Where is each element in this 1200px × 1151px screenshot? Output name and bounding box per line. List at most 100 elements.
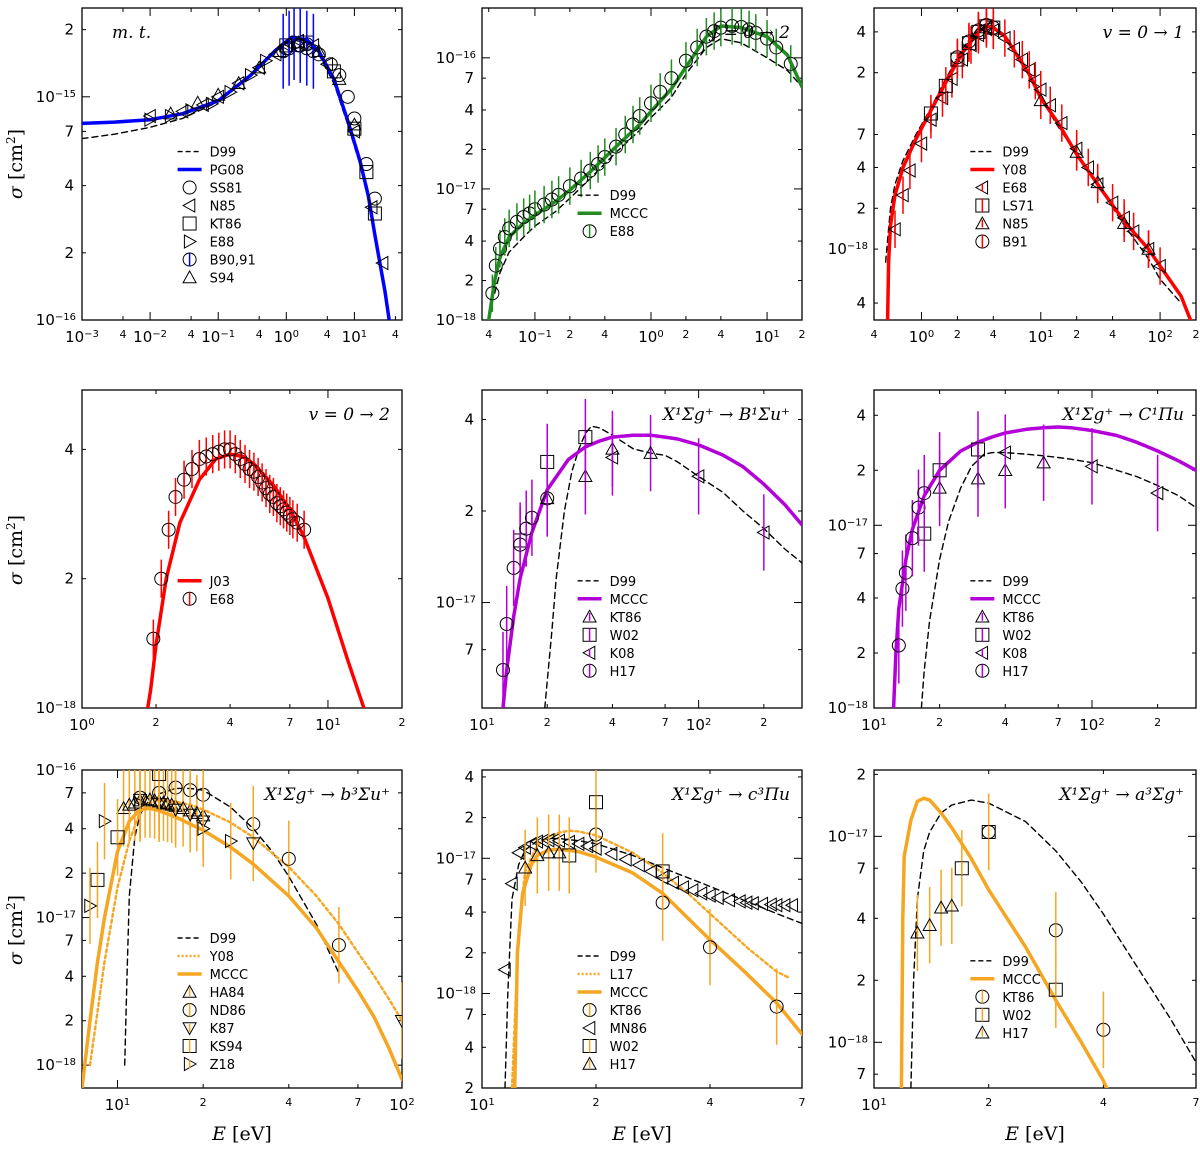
- point-kt86: [702, 940, 717, 955]
- legend-label: KT86: [610, 611, 642, 626]
- point-ha84: [121, 797, 137, 811]
- legend-marker: [975, 1007, 990, 1022]
- point-e88: [783, 56, 798, 71]
- series-line-d99: [910, 799, 1196, 1088]
- legend-label: Y08: [209, 950, 234, 965]
- point-mn86: [571, 836, 585, 852]
- legend-label: LS71: [1002, 200, 1034, 215]
- point-e68: [146, 631, 161, 646]
- point-kt86: [367, 206, 382, 221]
- x-tick-label: 101: [469, 716, 494, 734]
- legend: D99 Y08 E68 LS71 N85 B91: [970, 146, 1034, 251]
- legend-label: KT86: [1002, 991, 1034, 1006]
- legend-marker: [182, 591, 197, 606]
- point-h17: [911, 500, 926, 515]
- point-e88: [653, 84, 668, 99]
- legend-label: D99: [1002, 575, 1029, 590]
- legend-label: W02: [1002, 1009, 1031, 1024]
- y-tick-label: 10−15: [36, 88, 76, 106]
- x-axis-label: E [eV]: [611, 1123, 672, 1145]
- legend-marker: [182, 1022, 197, 1036]
- legend-label: KT86: [210, 218, 242, 233]
- y-minor-label: 4: [64, 820, 74, 838]
- point-k87: [168, 803, 183, 818]
- legend-label: SS81: [210, 182, 243, 197]
- point-e68: [177, 472, 192, 487]
- y-minor-label: 4: [856, 589, 866, 607]
- legend-marker: [582, 224, 597, 239]
- legend-label: Y08: [1001, 164, 1026, 179]
- y-minor-label: 4: [856, 294, 866, 312]
- point-w02: [981, 824, 996, 839]
- point-e88: [597, 150, 612, 165]
- legend: D99 MCCC KT86 W02 K08 H17: [970, 575, 1041, 680]
- x-minor-label: 2: [799, 328, 806, 341]
- legend-label: K87: [210, 1022, 235, 1037]
- legend: D99 MCCC E88: [577, 189, 648, 240]
- point-w02: [578, 430, 593, 445]
- point-e88: [574, 171, 589, 186]
- x-tick-label: 101: [342, 328, 367, 346]
- x-minor-label: 4: [706, 1096, 713, 1109]
- y-tick-label: 10−17: [436, 594, 476, 612]
- legend-marker: [582, 1039, 597, 1053]
- y-tick-label: 10−16: [36, 311, 76, 329]
- y-minor-label: 4: [464, 1038, 474, 1056]
- plot-frame: [81, 769, 403, 1089]
- plot-frame: [481, 389, 803, 709]
- y-minor-label: 2: [464, 272, 474, 290]
- series-line-mccc: [899, 796, 1109, 1088]
- point-k87: [394, 1015, 402, 1029]
- point-ss81: [340, 89, 355, 104]
- data-layer: [884, 8, 1193, 320]
- panel-title: X¹Σg⁺ → C¹Πu: [1061, 405, 1184, 425]
- legend-marker: [582, 609, 597, 623]
- legend-label: D99: [1002, 146, 1029, 161]
- x-minor-label: 2: [592, 1096, 599, 1109]
- y-minor-label: 4: [464, 903, 474, 921]
- x-minor-label: 7: [662, 716, 669, 729]
- x-minor-label: 4: [485, 328, 492, 341]
- x-minor-label: 4: [1100, 1096, 1107, 1109]
- legend-label: W02: [1002, 629, 1031, 644]
- legend-label: PG08: [210, 164, 244, 179]
- legend-label: L17: [610, 968, 634, 983]
- legend-label: W02: [610, 629, 639, 644]
- x-minor-label: 2: [682, 328, 689, 341]
- legend-label: KS94: [210, 1040, 243, 1055]
- plot-frame: [481, 7, 803, 321]
- point-h17: [540, 491, 555, 506]
- x-tick-label: 102: [686, 716, 711, 734]
- point-mn86: [739, 895, 753, 910]
- legend-marker: [582, 1003, 597, 1017]
- point-ls71: [923, 106, 938, 121]
- point-kt86: [1036, 455, 1051, 469]
- point-e88: [618, 127, 633, 142]
- point-h17: [944, 898, 960, 912]
- point-s94: [231, 75, 247, 89]
- legend-marker: [975, 1025, 990, 1039]
- y-minor-label: 2: [464, 502, 474, 520]
- point-mn86: [511, 845, 525, 861]
- y-tick-label: 10−18: [828, 1033, 868, 1051]
- legend-label: K08: [610, 647, 635, 662]
- legend: D99 PG08 SS81 N85 KT86 E88 B90,91 S94: [177, 146, 256, 287]
- x-tick-label: 102: [389, 1096, 414, 1114]
- x-minor-label: 4: [392, 328, 399, 341]
- legend-label: MN86: [610, 1022, 647, 1037]
- point-mn86: [618, 852, 632, 867]
- legend-marker: [182, 984, 197, 998]
- y-minor-label: 7: [64, 784, 74, 802]
- legend-label: ND86: [210, 1004, 246, 1019]
- x-axis-label: E [eV]: [1004, 1123, 1065, 1145]
- y-minor-label: 7: [856, 1065, 866, 1083]
- point-e88: [485, 286, 500, 301]
- point-mn86: [710, 890, 724, 906]
- y-minor-label: 7: [856, 859, 866, 877]
- series-line-d99: [504, 837, 802, 1088]
- point-nd86: [331, 938, 346, 953]
- y-tick-label: 10−16: [436, 49, 476, 67]
- data-layer: [82, 770, 402, 1088]
- y-minor-label: 4: [464, 101, 474, 119]
- point-w02: [971, 442, 986, 457]
